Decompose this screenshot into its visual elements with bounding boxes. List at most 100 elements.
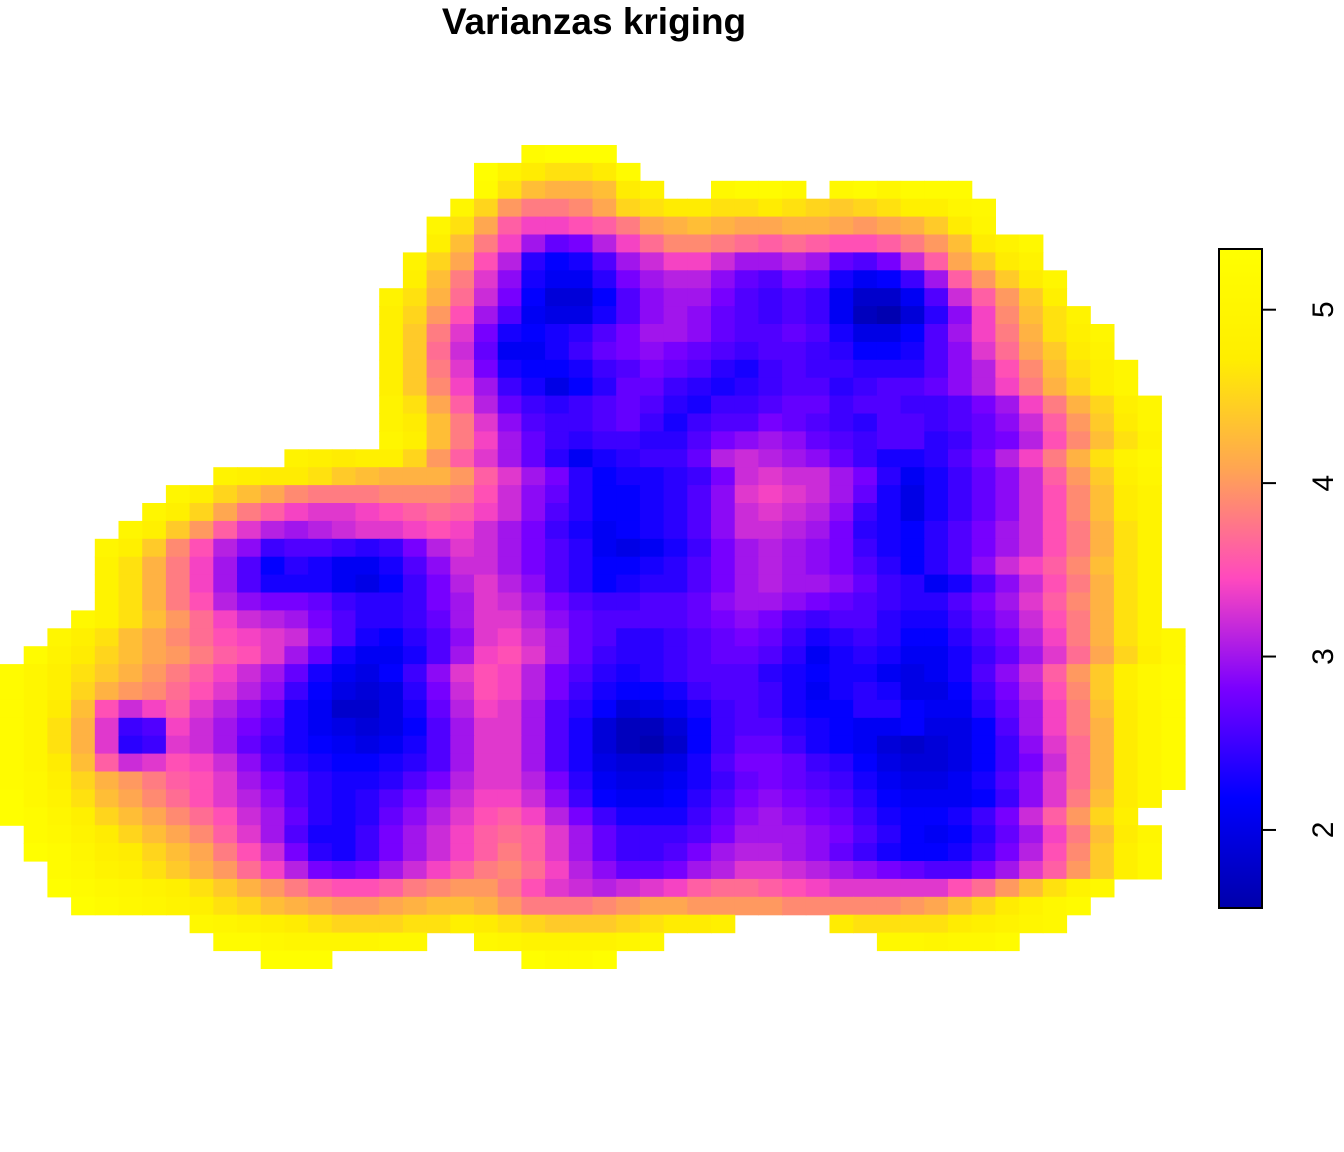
heatmap-cell	[568, 216, 594, 236]
heatmap-cell	[1042, 288, 1068, 307]
heatmap-cell	[592, 699, 617, 719]
heatmap-cell	[592, 431, 617, 450]
heatmap-cell	[47, 843, 72, 862]
heatmap-cell	[1113, 574, 1139, 594]
heatmap-cell	[971, 896, 996, 916]
heatmap-cell	[639, 807, 665, 826]
heatmap-cell	[1042, 538, 1068, 558]
heatmap-cell	[1042, 520, 1068, 540]
heatmap-cell	[521, 646, 546, 665]
heatmap-cell	[355, 735, 380, 755]
heatmap-cell	[805, 252, 831, 271]
heatmap-cell	[687, 664, 712, 683]
heatmap-cell	[165, 520, 191, 540]
heatmap-cell	[876, 306, 902, 325]
heatmap-cell	[663, 699, 688, 719]
heatmap-cell	[0, 807, 25, 826]
heatmap-cell	[308, 932, 333, 952]
heatmap-cell	[782, 503, 807, 522]
heatmap-cell	[23, 753, 48, 773]
heatmap-cell	[142, 574, 167, 594]
heatmap-cell	[497, 843, 522, 862]
heatmap-cell	[734, 807, 759, 826]
heatmap-cell	[308, 538, 333, 558]
heatmap-cell	[924, 592, 949, 611]
heatmap-cell	[474, 843, 499, 862]
heatmap-cell	[23, 771, 48, 790]
heatmap-cell	[1137, 699, 1162, 719]
heatmap-cell	[1066, 807, 1091, 826]
heatmap-cell	[213, 861, 238, 880]
heatmap-cell	[734, 592, 759, 611]
heatmap-cell	[971, 628, 996, 647]
heatmap-cell	[616, 359, 641, 379]
heatmap-cell	[616, 753, 641, 773]
heatmap-cell	[450, 861, 475, 880]
heatmap-cell	[758, 413, 783, 432]
heatmap-cell	[616, 324, 641, 343]
heatmap-cell	[592, 359, 617, 379]
heatmap-cell	[971, 431, 996, 450]
heatmap-cell	[687, 878, 712, 898]
heatmap-cell	[900, 395, 925, 415]
heatmap-cell	[924, 825, 949, 844]
heatmap-cell	[237, 914, 262, 934]
heatmap-cell	[1137, 395, 1162, 415]
heatmap-cell	[971, 735, 996, 755]
heatmap-cell	[497, 395, 522, 415]
heatmap-cell	[1090, 610, 1115, 629]
heatmap-cell	[426, 467, 451, 486]
heatmap-cell	[639, 467, 665, 486]
heatmap-cell	[592, 664, 617, 683]
heatmap-cell	[995, 377, 1020, 397]
heatmap-cell	[545, 717, 570, 737]
heatmap-cell	[853, 449, 878, 468]
heatmap-cell	[474, 485, 499, 504]
heatmap-cell	[639, 861, 665, 880]
heatmap-cell	[284, 574, 309, 594]
heatmap-cell	[876, 252, 902, 271]
heatmap-cell	[1042, 485, 1068, 504]
heatmap-cell	[402, 574, 428, 594]
heatmap-cell	[1066, 682, 1091, 701]
heatmap-cell	[308, 664, 333, 683]
heatmap-cell	[734, 467, 759, 486]
heatmap-cell	[284, 753, 309, 773]
heatmap-cell	[758, 699, 783, 719]
heatmap-cell	[426, 431, 451, 450]
heatmap-cell	[948, 395, 973, 415]
heatmap-cell	[521, 628, 546, 647]
heatmap-cell	[876, 878, 902, 898]
heatmap-cell	[426, 306, 451, 325]
heatmap-cell	[450, 843, 475, 862]
heatmap-cell	[948, 610, 973, 629]
heatmap-cell	[1042, 717, 1068, 737]
heatmap-cell	[213, 843, 238, 862]
heatmap-cell	[94, 843, 120, 862]
heatmap-cell	[355, 861, 380, 880]
heatmap-cell	[971, 216, 996, 236]
heatmap-cell	[616, 431, 641, 450]
heatmap-cell	[853, 413, 878, 432]
heatmap-cell	[379, 861, 404, 880]
heatmap-cell	[379, 574, 404, 594]
heatmap-cell	[711, 861, 736, 880]
heatmap-cell	[853, 467, 878, 486]
heatmap-cell	[1019, 377, 1044, 397]
heatmap-cell	[1042, 753, 1068, 773]
heatmap-cell	[426, 252, 451, 271]
heatmap-cell	[213, 610, 238, 629]
heatmap-cell	[118, 753, 143, 773]
heatmap-cell	[165, 861, 191, 880]
heatmap-cell	[995, 789, 1020, 808]
heatmap-cell	[71, 843, 96, 862]
heatmap-cell	[853, 753, 878, 773]
legend-tick-label: 5	[1307, 301, 1340, 318]
heatmap-cell	[545, 664, 570, 683]
heatmap-cell	[142, 825, 167, 844]
heatmap-cell	[497, 556, 522, 576]
heatmap-cell	[1019, 592, 1044, 611]
heatmap-cell	[639, 789, 665, 808]
heatmap-cell	[71, 646, 96, 665]
heatmap-cell	[592, 377, 617, 397]
